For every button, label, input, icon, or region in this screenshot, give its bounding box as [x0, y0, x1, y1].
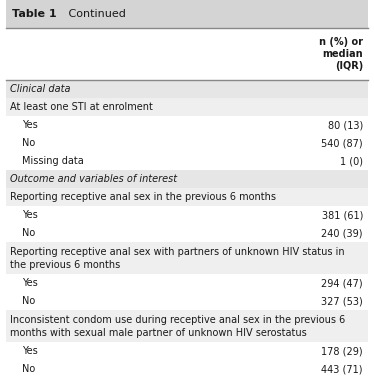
Text: No: No — [22, 138, 35, 148]
Text: Yes: Yes — [22, 278, 38, 288]
Text: No: No — [22, 228, 35, 238]
Bar — [6, 360, 368, 377]
Text: Yes: Yes — [22, 120, 38, 130]
Text: months with sexual male partner of unknown HIV serostatus: months with sexual male partner of unkno… — [10, 328, 307, 338]
Text: Clinical data: Clinical data — [10, 84, 71, 94]
Text: Inconsistent condom use during receptive anal sex in the previous 6: Inconsistent condom use during receptive… — [10, 314, 345, 325]
Text: 240 (39): 240 (39) — [322, 228, 363, 238]
Text: Reporting receptive anal sex in the previous 6 months: Reporting receptive anal sex in the prev… — [10, 192, 276, 202]
Text: Continued: Continued — [58, 9, 126, 19]
Bar — [6, 342, 368, 360]
Text: 327 (53): 327 (53) — [321, 296, 363, 306]
Bar — [6, 188, 368, 206]
Bar — [6, 152, 368, 170]
Text: 540 (87): 540 (87) — [321, 138, 363, 148]
Text: 443 (71): 443 (71) — [322, 364, 363, 374]
Text: 381 (61): 381 (61) — [322, 210, 363, 220]
Bar — [6, 274, 368, 292]
Text: At least one STI at enrolment: At least one STI at enrolment — [10, 102, 153, 112]
Text: 178 (29): 178 (29) — [321, 346, 363, 356]
Text: Missing data: Missing data — [22, 156, 84, 166]
Bar — [6, 0, 368, 28]
Bar — [6, 310, 368, 342]
Bar — [6, 292, 368, 310]
Text: 1 (0): 1 (0) — [340, 156, 363, 166]
Bar — [6, 80, 368, 98]
Text: No: No — [22, 364, 35, 374]
Text: Reporting receptive anal sex with partners of unknown HIV status in: Reporting receptive anal sex with partne… — [10, 247, 344, 257]
Bar — [6, 206, 368, 224]
Text: Outcome and variables of interest: Outcome and variables of interest — [10, 174, 177, 184]
Bar — [6, 170, 368, 188]
Text: Table 1: Table 1 — [12, 9, 56, 19]
Text: Yes: Yes — [22, 346, 38, 356]
Bar — [6, 98, 368, 116]
Bar — [6, 134, 368, 152]
Bar — [6, 28, 368, 80]
Bar — [6, 116, 368, 134]
Text: the previous 6 months: the previous 6 months — [10, 260, 120, 270]
Bar — [6, 242, 368, 274]
Text: 294 (47): 294 (47) — [321, 278, 363, 288]
Text: 80 (13): 80 (13) — [328, 120, 363, 130]
Text: n (%) or
median
(IQR): n (%) or median (IQR) — [319, 37, 363, 70]
Text: No: No — [22, 296, 35, 306]
Bar — [6, 224, 368, 242]
Text: Yes: Yes — [22, 210, 38, 220]
